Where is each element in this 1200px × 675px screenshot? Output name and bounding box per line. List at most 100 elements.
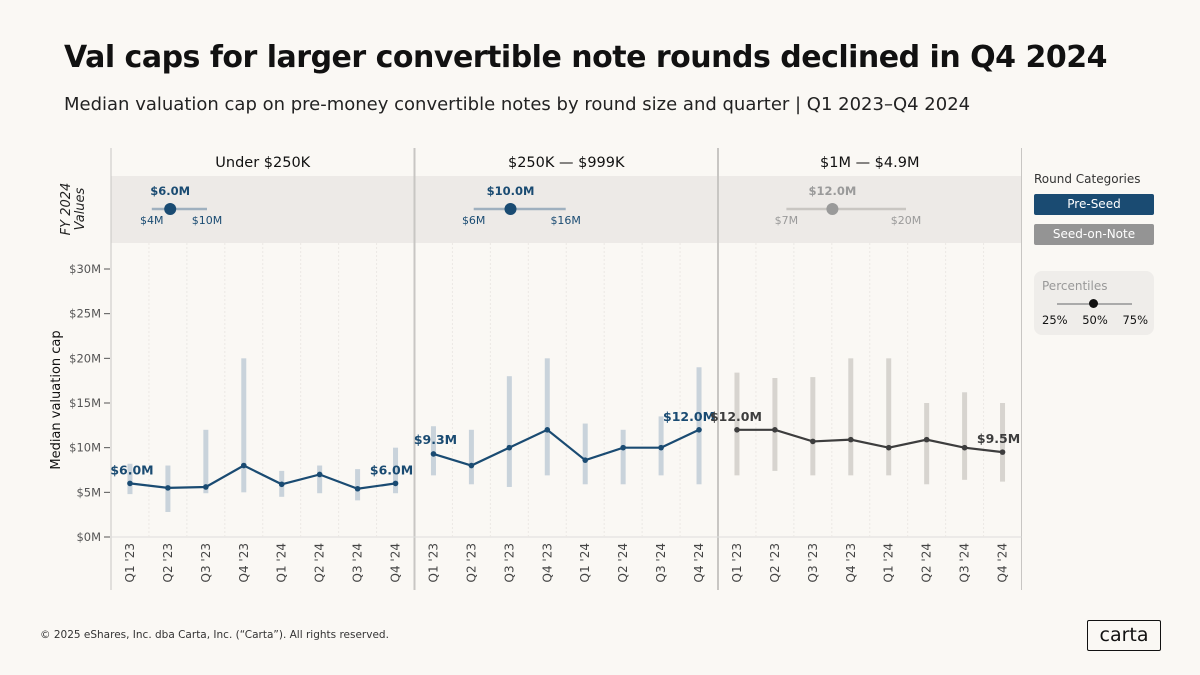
fy2024-p75-label: $10M bbox=[192, 214, 223, 227]
median-point bbox=[240, 462, 247, 469]
fy2024-median-label: $6.0M bbox=[150, 184, 190, 198]
median-line bbox=[129, 464, 396, 490]
median-point bbox=[544, 427, 551, 433]
median-point bbox=[923, 436, 930, 443]
median-point bbox=[999, 449, 1006, 455]
x-tick-label: Q4 '24 bbox=[692, 543, 706, 582]
fy2024-median-dot bbox=[504, 203, 517, 215]
fy2024-median-label: $10.0M bbox=[487, 184, 535, 198]
percentile-range-bar bbox=[468, 429, 474, 485]
percentile-range-bar bbox=[772, 377, 778, 471]
x-tick-label: Q4 '24 bbox=[389, 543, 403, 582]
x-tick-label: Q2 '23 bbox=[464, 543, 478, 582]
x-tick-label: Q2 '24 bbox=[920, 543, 934, 582]
median-point bbox=[354, 485, 361, 492]
y-tick-label: $15M bbox=[69, 396, 101, 410]
fy2024-p75-label: $20M bbox=[891, 214, 922, 227]
x-tick-label: Q3 '24 bbox=[958, 543, 972, 582]
percentile-range-bar bbox=[962, 392, 968, 480]
median-point bbox=[847, 436, 854, 443]
percentile-range-bar bbox=[317, 465, 323, 494]
x-tick-label: Q1 '24 bbox=[275, 543, 289, 582]
percentile-range-bar bbox=[620, 429, 626, 485]
first-value-label: $12.0M bbox=[710, 409, 762, 424]
median-point bbox=[316, 471, 323, 478]
last-value-label: $6.0M bbox=[370, 462, 413, 477]
median-line bbox=[736, 428, 1003, 454]
last-value-label: $12.0M bbox=[663, 409, 715, 424]
median-point bbox=[506, 444, 513, 451]
percentiles-title: Percentiles bbox=[1042, 279, 1108, 293]
y-axis-label: Median valuation cap bbox=[49, 330, 64, 469]
median-point bbox=[734, 427, 740, 433]
legend-seed-on-note-button[interactable]: Seed-on-Note bbox=[1034, 224, 1154, 245]
x-tick-label: Q1 '24 bbox=[578, 543, 592, 582]
median-point bbox=[127, 480, 133, 487]
percentile-range-bar bbox=[355, 469, 361, 501]
y-tick-label: $0M bbox=[76, 530, 101, 544]
fy2024-median-dot bbox=[164, 203, 177, 215]
percentile-range-bar bbox=[430, 426, 436, 476]
percentile-range-bar bbox=[696, 367, 702, 485]
x-tick-label: Q4 '24 bbox=[996, 543, 1010, 582]
percentile-range-bar bbox=[1000, 403, 1006, 482]
percentile-range-bar bbox=[734, 372, 740, 476]
y-tick-label: $20M bbox=[69, 351, 101, 365]
carta-logo: carta bbox=[1087, 620, 1161, 651]
fy2024-p25-label: $7M bbox=[775, 214, 799, 227]
median-point bbox=[810, 438, 816, 445]
median-line bbox=[433, 428, 700, 467]
panel-title: $250K — $999K bbox=[508, 155, 625, 171]
percentile-range-bar bbox=[886, 358, 892, 476]
median-point bbox=[430, 451, 437, 457]
legend-pre-seed-button[interactable]: Pre-Seed bbox=[1034, 194, 1154, 215]
percentile-label-75: 75% bbox=[1122, 313, 1148, 327]
x-tick-label: Q4 '23 bbox=[237, 543, 251, 582]
median-point bbox=[582, 457, 589, 463]
band-label-line2: Values bbox=[73, 187, 88, 230]
median-point bbox=[468, 462, 475, 469]
chart-subtitle: Median valuation cap on pre-money conver… bbox=[64, 94, 971, 115]
percentile-label-50: 50% bbox=[1082, 313, 1108, 327]
x-tick-label: Q1 '23 bbox=[426, 543, 440, 582]
first-value-label: $9.3M bbox=[414, 432, 457, 447]
panel-title: $1M — $4.9M bbox=[820, 155, 919, 171]
x-tick-label: Q1 '23 bbox=[730, 543, 744, 582]
fy2024-p25-label: $4M bbox=[140, 214, 164, 227]
percentile-range-bar bbox=[241, 358, 247, 493]
median-point bbox=[772, 427, 778, 433]
median-point bbox=[165, 485, 171, 491]
chart-title: Val caps for larger convertible note rou… bbox=[64, 40, 1107, 75]
median-point bbox=[658, 444, 664, 451]
x-tick-label: Q2 '23 bbox=[768, 543, 782, 582]
x-tick-label: Q3 '24 bbox=[654, 543, 668, 582]
band-label-line1: FY 2024 bbox=[59, 183, 74, 236]
percentile-range-bar bbox=[924, 403, 930, 485]
x-tick-label: Q1 '24 bbox=[882, 543, 896, 582]
median-point bbox=[696, 427, 702, 433]
percentile-range-bar bbox=[810, 377, 816, 476]
median-point bbox=[620, 444, 626, 451]
y-tick-label: $10M bbox=[69, 441, 101, 455]
fy2024-p25-label: $6M bbox=[462, 214, 486, 227]
x-tick-label: Q3 '24 bbox=[351, 543, 365, 582]
fy2024-p75-label: $16M bbox=[550, 214, 581, 227]
x-tick-label: Q3 '23 bbox=[806, 543, 820, 582]
median-point bbox=[392, 480, 399, 487]
legend-title: Round Categories bbox=[1034, 172, 1141, 186]
fy2024-median-label: $12.0M bbox=[808, 184, 856, 198]
x-tick-label: Q2 '24 bbox=[313, 543, 327, 582]
x-tick-label: Q1 '23 bbox=[123, 543, 137, 582]
percentile-range-bar bbox=[544, 358, 550, 476]
x-tick-label: Q2 '24 bbox=[616, 543, 630, 582]
first-value-label: $6.0M bbox=[110, 462, 153, 477]
x-tick-label: Q4 '23 bbox=[844, 543, 858, 582]
copyright-footer: © 2025 eShares, Inc. dba Carta, Inc. (“C… bbox=[40, 629, 389, 641]
median-point bbox=[203, 484, 209, 490]
percentile-range-bar bbox=[506, 376, 512, 487]
median-point bbox=[278, 481, 285, 488]
y-tick-label: $30M bbox=[69, 262, 101, 276]
percentile-range-bar bbox=[393, 447, 399, 494]
legend: Round Categories Pre-Seed Seed-on-Note P… bbox=[1034, 172, 1154, 335]
